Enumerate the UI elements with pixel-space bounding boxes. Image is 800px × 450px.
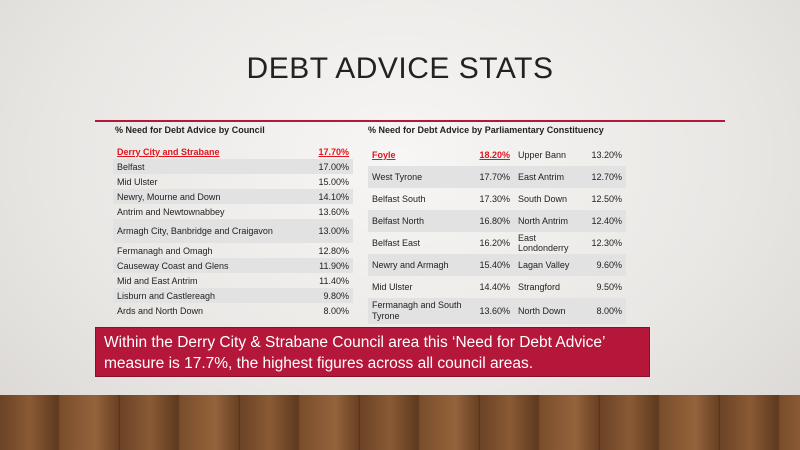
table-cell: 8.00% [587,298,626,324]
table-cell: 13.20% [591,150,622,160]
table-row: Antrim and Newtownabbey 13.60% [113,204,353,219]
table-cell: East Londonderry [517,233,569,253]
table-cell: 17.70% [318,146,349,157]
table-row: Belfast 17.00% [113,159,353,174]
table-cell: 15.40% [475,254,514,276]
table-cell: 14.40% [479,282,510,292]
table-cell: 9.50% [596,282,622,292]
table-cell: Foyle [372,150,396,160]
constituency-table: Foyle 18.20% Upper Bann 13.20% West Tyrone 17… [368,144,626,324]
table-row: Belfast South 17.30% South Down 12.50% [368,188,626,210]
table-cell: North Antrim [513,210,588,232]
table-row: Foyle 18.20% Upper Bann 13.20% [368,144,626,166]
table-cell: Lagan Valley [513,254,588,276]
table-row: Lisburn and Castlereagh 9.80% [113,288,353,303]
table-row: Fermanagh and South Tyrone 13.60% North Do… [368,298,626,324]
table-cell: 17.30% [479,194,510,204]
council-table: Derry City and Strabane 17.70% Belfast 17.0… [113,144,353,318]
table-row: West Tyrone 17.70% East Antrim 12.70% [368,166,626,188]
table-cell: 11.40% [319,275,349,286]
table-cell: 14.10% [307,189,353,204]
table-cell: North Down [513,298,588,324]
table-cell: 12.40% [587,210,626,232]
table-cell: 16.80% [475,210,514,232]
table-cell: Belfast North [368,210,476,232]
wooden-floor [0,395,800,450]
table-cell: 13.60% [475,298,514,324]
table-title: % Need for Debt Advice by Parliamentary … [368,125,604,135]
table-row: Causeway Coast and Glens 11.90% [113,258,353,273]
table-cell: Causeway Coast and Glens [113,258,308,273]
table-row: Belfast East 16.20% East Londonderry 12.30% [368,232,626,254]
table-cell: Belfast South [372,194,426,204]
table-cell: 12.50% [591,194,622,204]
table-cell: 13.00% [307,219,353,243]
table-cell: East Antrim [513,166,588,188]
table-cell: 17.70% [475,166,514,188]
table-row: Mid and East Antrim 11.40% [113,273,353,288]
table-cell: 8.00% [323,305,349,316]
table-cell: Belfast [113,159,308,174]
table-cell: Mid Ulster [117,176,158,187]
table-row: Newry, Mourne and Down 14.10% [113,189,353,204]
table-cell: Mid Ulster [372,282,413,292]
table-cell: 18.20% [479,150,510,160]
table-row: Armagh City, Banbridge and Craigavon 13.0… [113,219,353,243]
table-cell: 12.30% [591,238,622,248]
callout: Within the Derry City & Strabane Council… [95,327,650,377]
table-cell: 12.80% [318,245,349,256]
table-row: Derry City and Strabane 17.70% [113,144,353,159]
table-title: % Need for Debt Advice by Council [115,125,265,135]
table-cell: 17.00% [307,159,353,174]
table-cell: Mid and East Antrim [117,275,198,286]
table-cell: Upper Bann [517,150,567,160]
table-row: Newry and Armagh 15.40% Lagan Valley 9.60% [368,254,626,276]
table-row: Mid Ulster 14.40% Strangford 9.50% [368,276,626,298]
table-row: Ards and North Down 8.00% [113,303,353,318]
table-cell: 15.00% [318,176,349,187]
table-row: Mid Ulster 15.00% [113,174,353,189]
table-cell: Belfast East [372,238,421,248]
table-cell: Newry and Armagh [368,254,476,276]
table-cell: Strangford [517,282,561,292]
table-cell: 12.70% [587,166,626,188]
table-cell: West Tyrone [368,166,476,188]
table-cell: Ards and North Down [117,305,204,316]
slide-title: DEBT ADVICE STATS [246,52,554,85]
divider [95,120,725,122]
table-cell: 9.80% [307,288,353,303]
table-cell: Derry City and Strabane [117,146,220,157]
table-cell: Armagh City, Banbridge and Craigavon [113,219,308,243]
table-cell: 13.60% [318,206,349,217]
table-cell: Antrim and Newtownabbey [117,206,225,217]
table-cell: 11.90% [307,258,353,273]
table-cell: 16.20% [479,238,510,248]
table-cell: Fermanagh and Omagh [117,245,213,256]
table-cell: South Down [517,194,568,204]
table-cell: Newry, Mourne and Down [113,189,308,204]
table-cell: 9.60% [587,254,626,276]
table-cell: Lisburn and Castlereagh [113,288,308,303]
table-row: Belfast North 16.80% North Antrim 12.40% [368,210,626,232]
table-row: Fermanagh and Omagh 12.80% [113,243,353,258]
table-cell: Fermanagh and South Tyrone [368,298,476,324]
